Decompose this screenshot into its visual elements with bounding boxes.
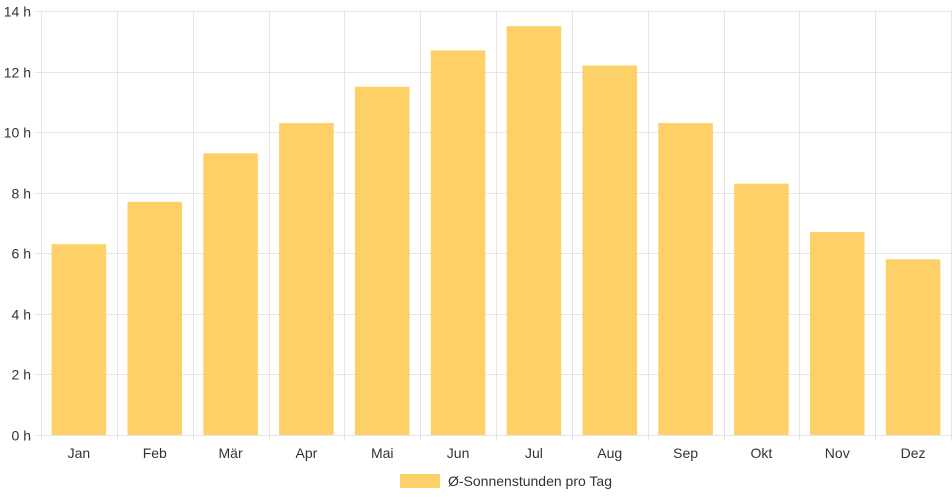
x-tick-label: Nov	[825, 445, 850, 461]
y-tick-label: 12 h	[4, 65, 31, 81]
y-axis: 0 h 2 h 4 h 6 h 8 h 10 h 12 h 14 h	[4, 4, 31, 444]
x-axis: Jan Feb Mär Apr Mai Jun Jul Aug Sep Okt Nov Dez	[68, 445, 926, 461]
bar-jul[interactable]	[506, 26, 562, 436]
bar-dez[interactable]	[885, 259, 941, 435]
x-tick-label: Mai	[371, 445, 394, 461]
bar-mai[interactable]	[354, 86, 410, 435]
grid-layer	[35, 11, 952, 441]
legend[interactable]: Ø-Sonnenstunden pro Tag	[400, 473, 612, 489]
bar-apr[interactable]	[279, 123, 334, 436]
y-tick-label: 14 h	[4, 4, 31, 20]
y-tick-label: 8 h	[12, 186, 31, 202]
y-tick-label: 6 h	[12, 246, 31, 262]
y-tick-label: 2 h	[12, 367, 31, 383]
x-tick-label: Feb	[143, 445, 167, 461]
bar-feb[interactable]	[127, 201, 183, 435]
bar-okt[interactable]	[734, 183, 789, 435]
legend-swatch[interactable]	[400, 474, 441, 488]
bar-mär[interactable]	[203, 153, 258, 436]
bar-aug[interactable]	[582, 65, 638, 435]
bar-nov[interactable]	[809, 232, 865, 435]
y-tick-label: 4 h	[12, 307, 31, 323]
x-tick-label: Mär	[219, 445, 243, 461]
x-tick-label: Okt	[751, 445, 773, 461]
bars-layer	[51, 26, 941, 436]
bar-jun[interactable]	[430, 50, 486, 435]
x-tick-label: Jun	[447, 445, 470, 461]
x-tick-label: Apr	[296, 445, 318, 461]
x-tick-label: Sep	[673, 445, 698, 461]
y-tick-label: 0 h	[12, 428, 31, 444]
x-tick-label: Jul	[525, 445, 543, 461]
legend-label[interactable]: Ø-Sonnenstunden pro Tag	[448, 473, 612, 489]
x-tick-label: Jan	[68, 445, 91, 461]
x-tick-label: Dez	[901, 445, 926, 461]
bar-sep[interactable]	[658, 123, 713, 436]
y-tick-label: 10 h	[4, 125, 31, 141]
x-tick-label: Aug	[597, 445, 622, 461]
bar-jan[interactable]	[51, 244, 107, 435]
